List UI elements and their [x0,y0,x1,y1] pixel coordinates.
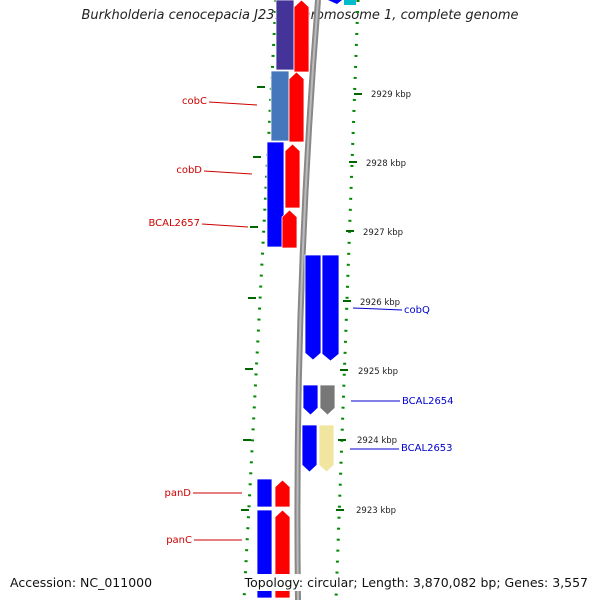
gene-cog-block-cobC[interactable] [270,70,290,142]
gene-label-panC[interactable]: panC [166,535,192,546]
scale-ticks [241,86,362,511]
topology-text: Topology: circular; Length: 3,870,082 bp… [242,574,590,591]
gene-block-partial[interactable] [344,0,356,5]
gene-forward-block-BCAL2657[interactable] [281,209,298,249]
gene-cog-block-panD[interactable] [256,478,273,508]
gene-block-partial[interactable] [328,0,342,4]
gene-label-BCAL2657[interactable]: BCAL2657 [148,218,200,229]
scale-tick-label: 2928 kbp [366,159,406,169]
outer-track-outline [334,0,360,600]
scale-tick-label: 2923 kbp [356,506,396,516]
gene-cog-block-BCAL2654[interactable] [302,384,319,416]
gene-forward-block[interactable] [293,0,310,73]
gene-forward-block-cobC[interactable] [288,71,305,143]
scale-tick-label: 2925 kbp [358,367,398,377]
gene-cog-block-BCAL2653[interactable] [301,424,318,473]
gene-label-cobC[interactable]: cobC [182,96,207,107]
gene-label-cobQ[interactable]: cobQ [404,305,430,316]
gene-forward-block-panD[interactable] [274,479,291,508]
gene-cog-block-cobQ[interactable] [304,254,322,361]
label-connector-line [203,170,253,175]
gene-label-BCAL2653[interactable]: BCAL2653 [401,443,453,454]
gene-reverse-block-BCAL2654[interactable] [319,384,336,416]
gene-label-BCAL2654[interactable]: BCAL2654 [402,396,454,407]
scale-tick-label: 2929 kbp [371,90,411,100]
gene-cog-block[interactable] [275,0,295,71]
gene-forward-block-cobD[interactable] [284,143,301,209]
scale-tick-label: 2927 kbp [363,228,403,238]
label-connector-line [208,101,258,106]
scale-tick-label: 2926 kbp [360,298,400,308]
accession-text: Accession: NC_011000 [8,574,155,591]
backbone-highlight [296,0,319,600]
scale-tick-label: 2924 kbp [357,436,397,446]
label-connectors [193,101,403,541]
gene-label-panD[interactable]: panD [164,488,191,499]
gene-label-cobD[interactable]: cobD [176,165,202,176]
gene-reverse-block-BCAL2653[interactable] [318,424,335,473]
label-connector-line [201,223,249,228]
gene-cog-block-cobD[interactable] [266,141,285,248]
label-connector-line [352,307,403,311]
gene-reverse-block-cobQ[interactable] [321,254,340,362]
gene-features [256,0,356,599]
